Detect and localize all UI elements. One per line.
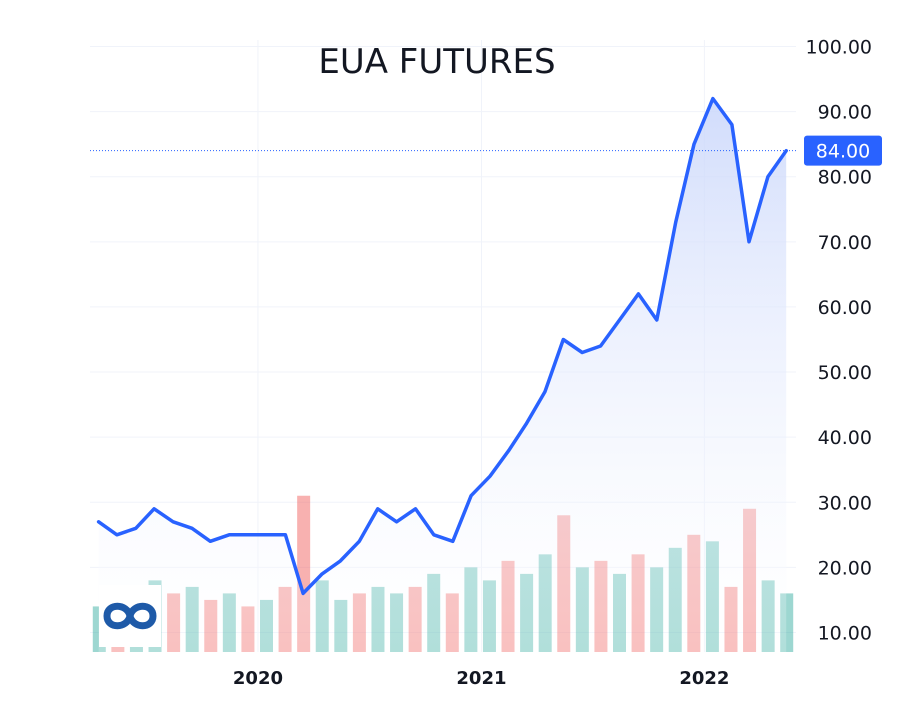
- price-area: [99, 99, 787, 652]
- y-tick-label: 20.00: [818, 557, 872, 579]
- y-tick-label: 30.00: [818, 492, 872, 514]
- x-tick-label: 2021: [456, 668, 506, 689]
- y-tick-label: 40.00: [818, 427, 872, 449]
- y-tick-label: 10.00: [818, 622, 872, 644]
- y-tick-label: 100.00: [806, 37, 872, 59]
- brand-logo-icon: [99, 585, 161, 647]
- y-tick-label: 70.00: [818, 232, 872, 254]
- last-price-marker: 84.00: [90, 136, 882, 166]
- y-axis: 10.00 20.00 30.00 40.00 50.00 60.00 70.00 80.00…: [806, 37, 872, 645]
- y-tick-label: 60.00: [818, 297, 872, 319]
- x-axis: 2020 2021 2022: [233, 668, 730, 689]
- x-tick-label: 2022: [679, 668, 729, 689]
- price-area-fill: [99, 99, 787, 652]
- y-tick-label: 80.00: [818, 167, 872, 189]
- chart-title: EUA FUTURES: [318, 42, 555, 82]
- x-tick-label: 2020: [233, 668, 283, 689]
- last-price-label: 84.00: [816, 141, 870, 163]
- y-tick-label: 90.00: [818, 102, 872, 124]
- y-tick-label: 50.00: [818, 362, 872, 384]
